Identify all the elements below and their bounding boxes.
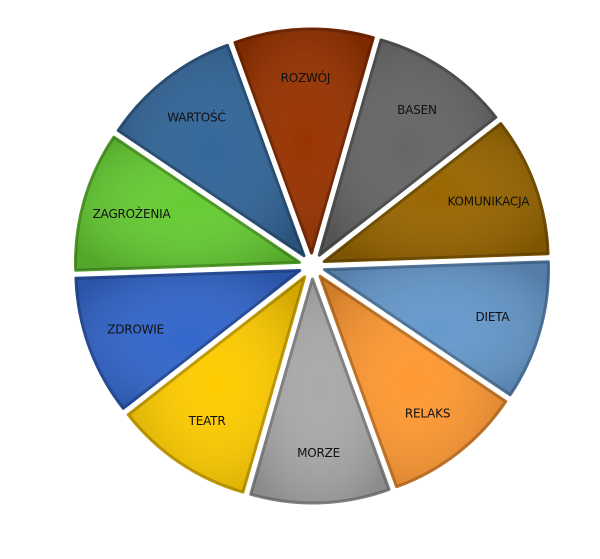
segment-label: RELAKS — [405, 406, 450, 420]
segment-shade — [118, 45, 304, 256]
segment-label: ROZWÓJ — [281, 70, 331, 85]
segment: KOMUNIKACJA — [322, 122, 550, 264]
segment: RELAKS — [318, 274, 508, 489]
segment-shade — [75, 137, 300, 271]
segments: ROZWÓJ BASEN KOMUNIKACJA DIETA RELAKS MORZE TE… — [74, 27, 550, 505]
segment: ZDROWIE — [74, 268, 302, 410]
segment: TEATR — [126, 275, 307, 494]
segment-label: ZDROWIE — [107, 323, 164, 337]
segment: ZAGROŻENIA — [74, 135, 302, 272]
segment-shade — [324, 123, 549, 262]
segment-label: TEATR — [188, 414, 226, 428]
segment-label: ZAGROŻENIA — [93, 206, 172, 221]
segment-shade — [324, 261, 549, 395]
segment: BASEN — [317, 38, 498, 257]
segment-shade — [320, 276, 506, 487]
segment-label: WARTOŚĆ — [167, 110, 225, 125]
segment-label: KOMUNIKACJA — [448, 194, 531, 208]
segment: MORZE — [249, 277, 391, 505]
segment-shade — [250, 278, 390, 503]
segment-shade — [234, 29, 374, 254]
segment: WARTOŚĆ — [116, 43, 306, 258]
segment-shade — [128, 276, 305, 493]
segment-shade — [319, 39, 496, 256]
segment-label: MORZE — [297, 446, 340, 460]
segment-label: BASEN — [397, 103, 437, 117]
segment: DIETA — [322, 260, 550, 397]
segment-shade — [75, 270, 300, 409]
segment-label: DIETA — [475, 310, 510, 324]
segment: ROZWÓJ — [233, 27, 375, 255]
